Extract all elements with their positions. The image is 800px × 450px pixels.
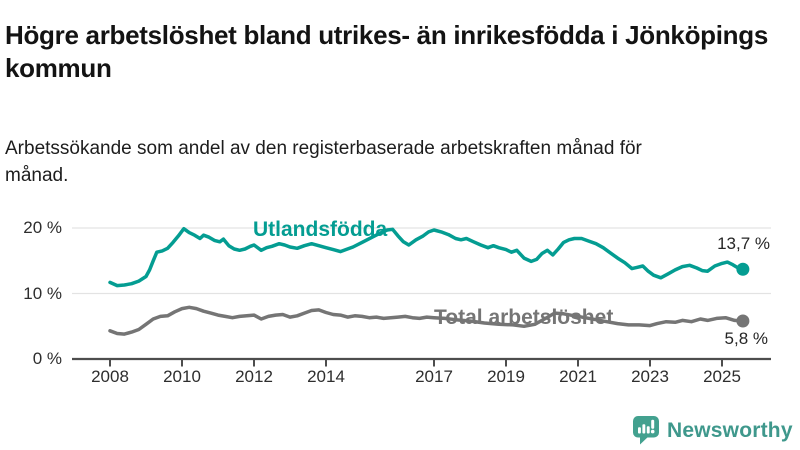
x-tick-label: 2010 xyxy=(163,367,201,386)
chart-subtitle: Arbetssökande som andel av den registerb… xyxy=(5,138,642,186)
series-end-dot-0 xyxy=(736,262,750,276)
x-tick-label: 2012 xyxy=(235,367,273,386)
brand-footer: Newsworthy xyxy=(632,415,793,446)
series-end-dot-1 xyxy=(736,314,750,328)
x-tick-label: 2021 xyxy=(559,367,597,386)
brand-name: Newsworthy xyxy=(667,418,793,442)
series-label-total-arbetsloshet: Total arbetslöshet xyxy=(434,306,614,329)
series-label-utlandsfodda: Utlandsfödda xyxy=(253,218,388,241)
end-value-label-utlandsfodda: 13,7 % xyxy=(717,234,770,253)
series-line-1 xyxy=(108,305,745,336)
x-tick-label: 2014 xyxy=(307,367,345,386)
x-tick-label: 2023 xyxy=(631,367,669,386)
x-tick-label: 2017 xyxy=(415,367,453,386)
chart-title: Högre arbetslöshet bland utrikes- än inr… xyxy=(5,20,768,83)
x-tick-label: 2019 xyxy=(487,367,525,386)
end-value-label-total-arbetsloshet: 5,8 % xyxy=(724,329,768,348)
newsworthy-logo-icon xyxy=(633,416,659,445)
x-tick-label: 2025 xyxy=(703,367,741,386)
y-tick-label: 10 % xyxy=(23,283,62,303)
x-tick-label: 2008 xyxy=(91,367,129,386)
series-line-0 xyxy=(108,226,745,288)
y-tick-label: 0 % xyxy=(32,349,62,368)
y-tick-label: 20 % xyxy=(23,218,62,237)
